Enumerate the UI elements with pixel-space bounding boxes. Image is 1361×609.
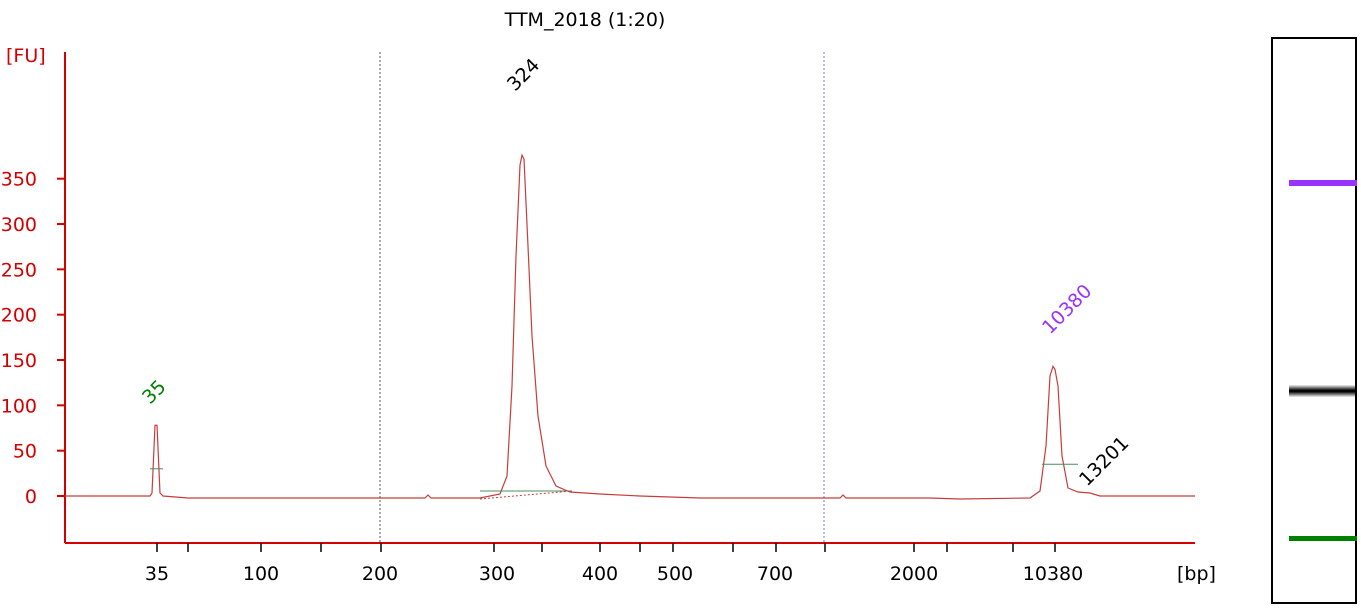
gel-band-lower-marker: [1289, 536, 1357, 541]
y-tick-label: 100: [1, 395, 37, 417]
y-tick-label: 350: [1, 169, 37, 191]
trace-group: [65, 153, 1195, 500]
y-tick-label: 0: [25, 486, 37, 508]
y-tick-label: 250: [1, 259, 37, 281]
x-tick-label: 100: [243, 563, 279, 585]
x-tick-label: 500: [657, 563, 693, 585]
peak-label: 324: [503, 54, 544, 95]
y-tick-label: 200: [1, 305, 37, 327]
baseline-mark: [479, 490, 573, 500]
x-tick-label: 300: [479, 563, 515, 585]
gel-lane: [1271, 37, 1357, 604]
x-tick-label: 2000: [890, 563, 938, 585]
peak-label: 35: [138, 376, 171, 409]
y-axis-label: [FU]: [6, 45, 46, 67]
gel-band-sample: [1289, 385, 1357, 397]
x-tick-label: 35: [145, 563, 169, 585]
x-tick-label: 700: [757, 563, 793, 585]
peak-label: 13201: [1075, 432, 1133, 490]
x-tick-label: 400: [582, 563, 618, 585]
x-axis-label: [bp]: [1177, 563, 1216, 585]
ticks: 0 50 100 150 200 250 300 350 35 100 200 300 400 500 70…: [1, 169, 1083, 585]
y-tick-label: 300: [1, 214, 37, 236]
peak-labels: 35 324 10380 13201: [138, 54, 1133, 490]
data-line: [65, 153, 1195, 500]
peak-label: 10380: [1038, 280, 1096, 338]
gel-band-upper-marker: [1289, 180, 1357, 186]
y-tick-label: 50: [13, 441, 37, 463]
x-tick-label: 200: [362, 563, 398, 585]
y-tick-label: 150: [1, 350, 37, 372]
axes: [64, 52, 1195, 544]
chart-title: TTM_2018 (1:20): [504, 9, 666, 31]
x-tick-label: 10380: [1023, 563, 1083, 585]
